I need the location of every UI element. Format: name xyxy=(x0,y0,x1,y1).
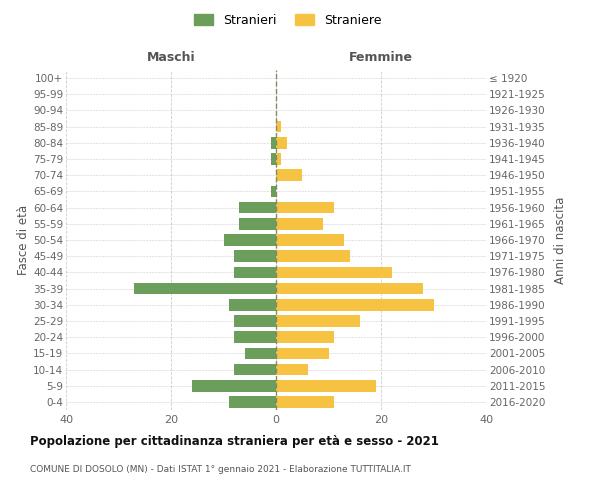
Bar xyxy=(276,348,329,359)
Bar xyxy=(271,153,276,165)
Bar xyxy=(234,250,276,262)
Bar xyxy=(134,282,276,294)
Bar xyxy=(239,218,276,230)
Bar xyxy=(234,364,276,376)
Bar xyxy=(276,137,287,148)
Bar xyxy=(276,121,281,132)
Bar xyxy=(276,332,334,343)
Text: Maschi: Maschi xyxy=(146,51,196,64)
Bar xyxy=(276,266,392,278)
Bar xyxy=(276,170,302,181)
Bar xyxy=(276,396,334,407)
Text: Popolazione per cittadinanza straniera per età e sesso - 2021: Popolazione per cittadinanza straniera p… xyxy=(30,435,439,448)
Bar xyxy=(271,137,276,148)
Bar xyxy=(239,202,276,213)
Bar xyxy=(276,315,360,327)
Bar xyxy=(276,250,349,262)
Bar xyxy=(229,396,276,407)
Legend: Stranieri, Straniere: Stranieri, Straniere xyxy=(190,8,386,32)
Bar xyxy=(276,282,423,294)
Bar xyxy=(271,186,276,198)
Bar xyxy=(234,332,276,343)
Bar xyxy=(234,266,276,278)
Bar xyxy=(276,202,334,213)
Bar xyxy=(276,218,323,230)
Bar xyxy=(276,153,281,165)
Bar xyxy=(276,234,344,246)
Bar xyxy=(276,299,433,310)
Bar xyxy=(234,315,276,327)
Bar xyxy=(245,348,276,359)
Bar xyxy=(192,380,276,392)
Bar xyxy=(223,234,276,246)
Bar xyxy=(229,299,276,310)
Bar xyxy=(276,364,308,376)
Y-axis label: Anni di nascita: Anni di nascita xyxy=(554,196,567,284)
Bar xyxy=(276,380,376,392)
Text: COMUNE DI DOSOLO (MN) - Dati ISTAT 1° gennaio 2021 - Elaborazione TUTTITALIA.IT: COMUNE DI DOSOLO (MN) - Dati ISTAT 1° ge… xyxy=(30,465,411,474)
Y-axis label: Fasce di età: Fasce di età xyxy=(17,205,30,275)
Text: Femmine: Femmine xyxy=(349,51,413,64)
